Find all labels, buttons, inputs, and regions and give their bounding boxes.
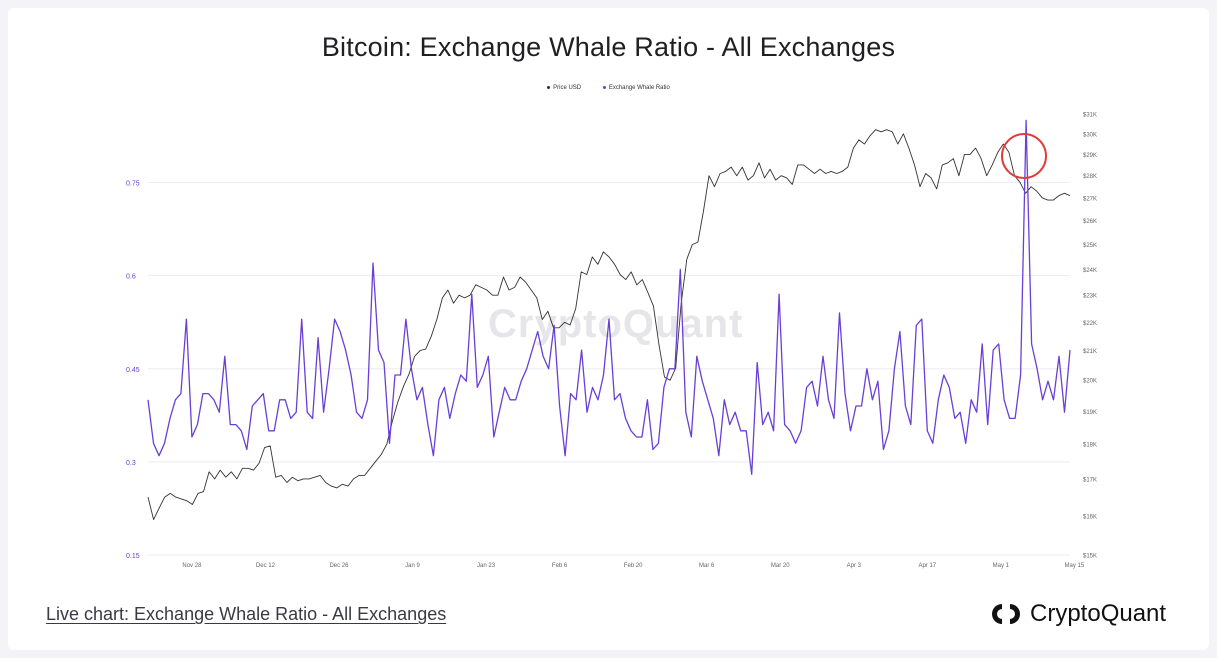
x-tick-label: Apr 17 — [918, 563, 936, 569]
legend-item-price[interactable]: Price USD — [547, 85, 581, 91]
x-tick-label: Feb 6 — [552, 563, 568, 569]
y-left-tick-label: 0.6 — [126, 274, 136, 281]
legend-item-whale-ratio[interactable]: Exchange Whale Ratio — [602, 85, 670, 91]
y-right-tick-label: $31K — [1083, 112, 1097, 118]
brand: CryptoQuant — [990, 600, 1166, 628]
series-line-price-usd — [147, 129, 1071, 521]
cryptoquant-logo-icon — [992, 604, 1020, 624]
series-line-exchange-whale-ratio — [147, 119, 1071, 475]
x-tick-label: Jan 23 — [477, 563, 496, 569]
y-right-tick-label: $29K — [1083, 153, 1097, 159]
watermark: CryptoQuant — [488, 302, 744, 346]
live-chart-link[interactable]: Live chart: Exchange Whale Ratio - All E… — [46, 604, 447, 624]
x-tick-label: Mar 6 — [699, 563, 715, 569]
y-right-tick-label: $16K — [1083, 514, 1097, 520]
y-right-tick-label: $20K — [1083, 379, 1097, 385]
brand-name: CryptoQuant — [1030, 600, 1167, 627]
x-tick-label: Feb 20 — [624, 563, 643, 569]
y-left-tick-label: 0.15 — [126, 553, 140, 560]
y-right-tick-label: $26K — [1083, 219, 1097, 225]
x-tick-label: Apr 3 — [847, 563, 862, 569]
x-tick-label: May 15 — [1065, 563, 1085, 569]
y-right-tick-label: $17K — [1083, 477, 1097, 483]
y-right-tick-label: $21K — [1083, 349, 1097, 355]
x-tick-label: Jan 9 — [405, 563, 420, 569]
y-right-tick-label: $22K — [1083, 321, 1097, 327]
y-left-tick-label: 0.45 — [126, 367, 140, 374]
legend-dot-whale-ratio — [602, 85, 606, 89]
x-tick-label: Dec 12 — [256, 563, 276, 569]
y-right-tick-label: $23K — [1083, 294, 1097, 300]
chart-legend: Price USD Exchange Whale Ratio — [0, 85, 1217, 91]
annotation-circle — [1001, 133, 1047, 179]
y-right-tick-label: $30K — [1083, 132, 1097, 138]
x-tick-label: Mar 20 — [771, 563, 790, 569]
y-left-tick-label: 0.75 — [126, 181, 140, 188]
legend-label-price: Price USD — [553, 85, 582, 91]
y-left-tick-label: 0.3 — [126, 460, 136, 467]
y-right-tick-label: $27K — [1083, 196, 1097, 202]
chart-title: Bitcoin: Exchange Whale Ratio - All Exch… — [321, 32, 896, 62]
y-right-tick-label: $28K — [1083, 174, 1097, 180]
y-right-tick-label: $25K — [1083, 243, 1097, 249]
y-right-tick-label: $18K — [1083, 443, 1097, 449]
y-right-tick-label: $15K — [1083, 554, 1097, 560]
legend-label-whale-ratio: Exchange Whale Ratio — [608, 85, 670, 91]
x-tick-label: Dec 26 — [329, 563, 349, 569]
y-right-tick-label: $19K — [1083, 410, 1097, 416]
x-tick-label: May 1 — [993, 563, 1010, 569]
legend-dot-price — [547, 85, 551, 89]
y-right-tick-label: $24K — [1083, 268, 1097, 274]
x-tick-label: Nov 28 — [182, 563, 202, 569]
